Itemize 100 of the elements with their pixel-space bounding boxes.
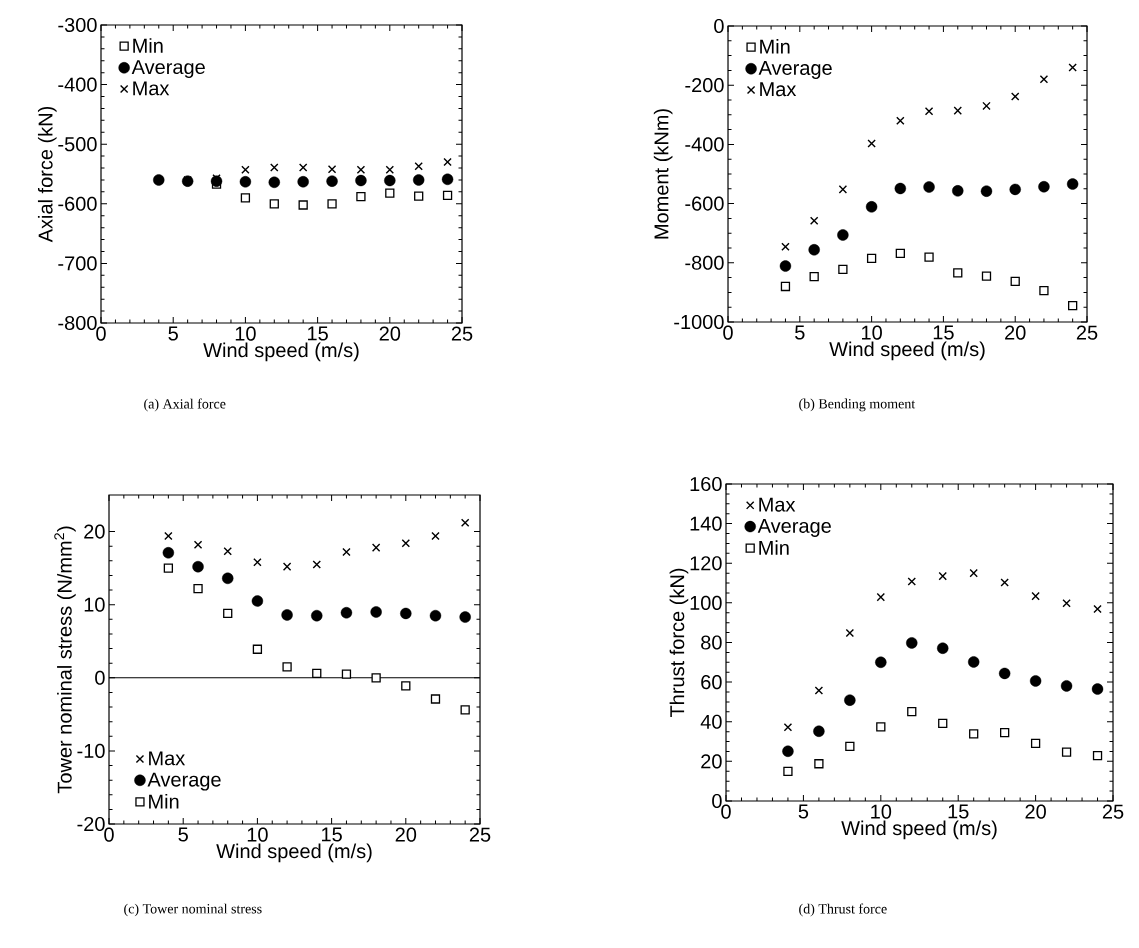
point — [429, 609, 442, 622]
x-tick-label: 25 — [451, 326, 473, 341]
point — [894, 182, 907, 195]
point — [298, 163, 308, 172]
x-tick-label: 5 — [178, 827, 188, 842]
legend-label: Average — [131, 60, 205, 79]
point — [782, 745, 794, 757]
point — [981, 271, 992, 281]
point — [938, 571, 947, 581]
point — [164, 531, 173, 541]
point — [1093, 604, 1102, 614]
x-tick-label: 15 — [322, 827, 342, 842]
point — [340, 607, 353, 619]
y-tick-label: -800 — [58, 315, 97, 331]
x-tick-label: 15 — [933, 325, 954, 340]
point — [876, 722, 886, 732]
point — [969, 729, 979, 739]
point — [371, 673, 381, 683]
point — [270, 163, 279, 172]
point — [865, 201, 878, 213]
point — [967, 656, 980, 668]
point — [1092, 750, 1103, 761]
point — [938, 718, 948, 728]
point — [896, 116, 905, 125]
point — [876, 592, 886, 602]
point — [400, 607, 412, 620]
point — [251, 595, 264, 607]
point — [311, 609, 323, 622]
point — [998, 667, 1011, 680]
point — [779, 260, 792, 272]
point — [431, 531, 440, 541]
point — [875, 656, 887, 669]
point — [371, 543, 381, 552]
point — [312, 560, 321, 569]
point — [952, 185, 964, 197]
point — [1010, 276, 1020, 287]
legend-label: Min — [133, 38, 163, 53]
point — [153, 174, 165, 186]
point — [1000, 578, 1009, 587]
point — [412, 174, 425, 186]
point — [442, 190, 453, 201]
y-axis-title: Axial force (kN) — [37, 106, 57, 243]
x-axis-title: Wind speed (m/s) — [203, 342, 359, 362]
point — [1029, 675, 1042, 687]
point — [193, 540, 203, 549]
point — [460, 518, 470, 528]
point — [460, 705, 470, 715]
point — [1039, 75, 1049, 84]
point — [281, 609, 293, 621]
point — [1009, 183, 1021, 196]
y-tick-label: -300 — [58, 17, 97, 33]
y-tick-label: -400 — [685, 137, 724, 152]
x-axis-title: Wind speed (m/s) — [829, 341, 985, 361]
legend-label: Min — [759, 540, 789, 555]
point — [414, 191, 424, 201]
y-tick-label: -400 — [58, 77, 97, 92]
point — [1066, 178, 1079, 190]
point — [384, 174, 396, 187]
legend-label: Average — [147, 772, 221, 791]
point — [781, 242, 790, 252]
x-tick-label: 10 — [247, 827, 268, 842]
x-tick-label: 25 — [1076, 325, 1098, 340]
point — [907, 706, 917, 717]
y-axis-title: Thrust force (kN) — [669, 568, 689, 718]
point — [459, 611, 471, 623]
point — [809, 272, 819, 282]
point — [1060, 680, 1073, 692]
x-tick-label: 5 — [168, 326, 178, 341]
x-tick-label: 20 — [1005, 325, 1026, 340]
point — [282, 662, 292, 672]
x-tick-label: 20 — [379, 326, 401, 341]
point — [430, 694, 441, 704]
point — [953, 106, 963, 115]
y-tick-label: -10 — [77, 743, 105, 758]
point — [401, 539, 411, 548]
x-axis-title: Wind speed (m/s) — [841, 820, 997, 840]
x-tick-label: 20 — [395, 827, 417, 842]
point — [356, 191, 366, 202]
x-tick-label: 25 — [469, 827, 491, 842]
x-tick-label: 10 — [862, 325, 882, 340]
point — [780, 281, 791, 292]
point — [327, 199, 337, 209]
y-tick-label: -200 — [685, 78, 724, 93]
y-tick-label: 60 — [701, 675, 722, 690]
point — [838, 185, 848, 194]
x-tick-label: 25 — [1102, 804, 1124, 819]
y-tick-label: 0 — [714, 18, 724, 34]
x-tick-label: 15 — [948, 804, 969, 819]
x-tick-label: 5 — [798, 804, 809, 819]
text: (d) Thrust force — [799, 903, 887, 917]
y-tick-label: -700 — [58, 256, 97, 271]
y-tick-label: 20 — [84, 524, 105, 539]
point — [906, 637, 918, 649]
y-tick-label: -600 — [685, 196, 724, 211]
point — [837, 229, 849, 241]
legend-label: Min — [149, 793, 179, 809]
x-tick-label: 10 — [871, 804, 892, 819]
point — [1091, 683, 1104, 695]
point — [808, 244, 820, 256]
point — [298, 200, 308, 210]
